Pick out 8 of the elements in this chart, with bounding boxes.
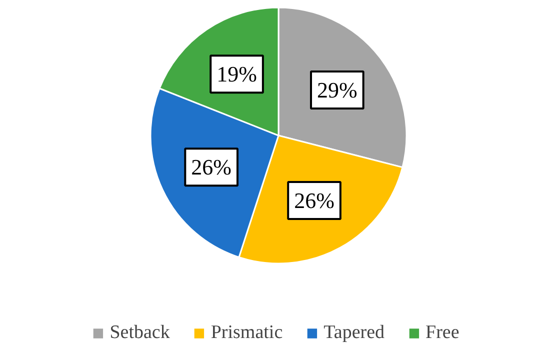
legend-label: Prismatic [210, 322, 283, 344]
data-label: 29% [317, 78, 358, 102]
legend-label: Free [426, 322, 460, 344]
legend-label: Setback [110, 322, 170, 344]
data-label: 26% [294, 188, 334, 214]
data-label: 19% [216, 62, 257, 87]
data-label: 26% [191, 154, 232, 180]
legend-label: Tapered [324, 322, 385, 344]
